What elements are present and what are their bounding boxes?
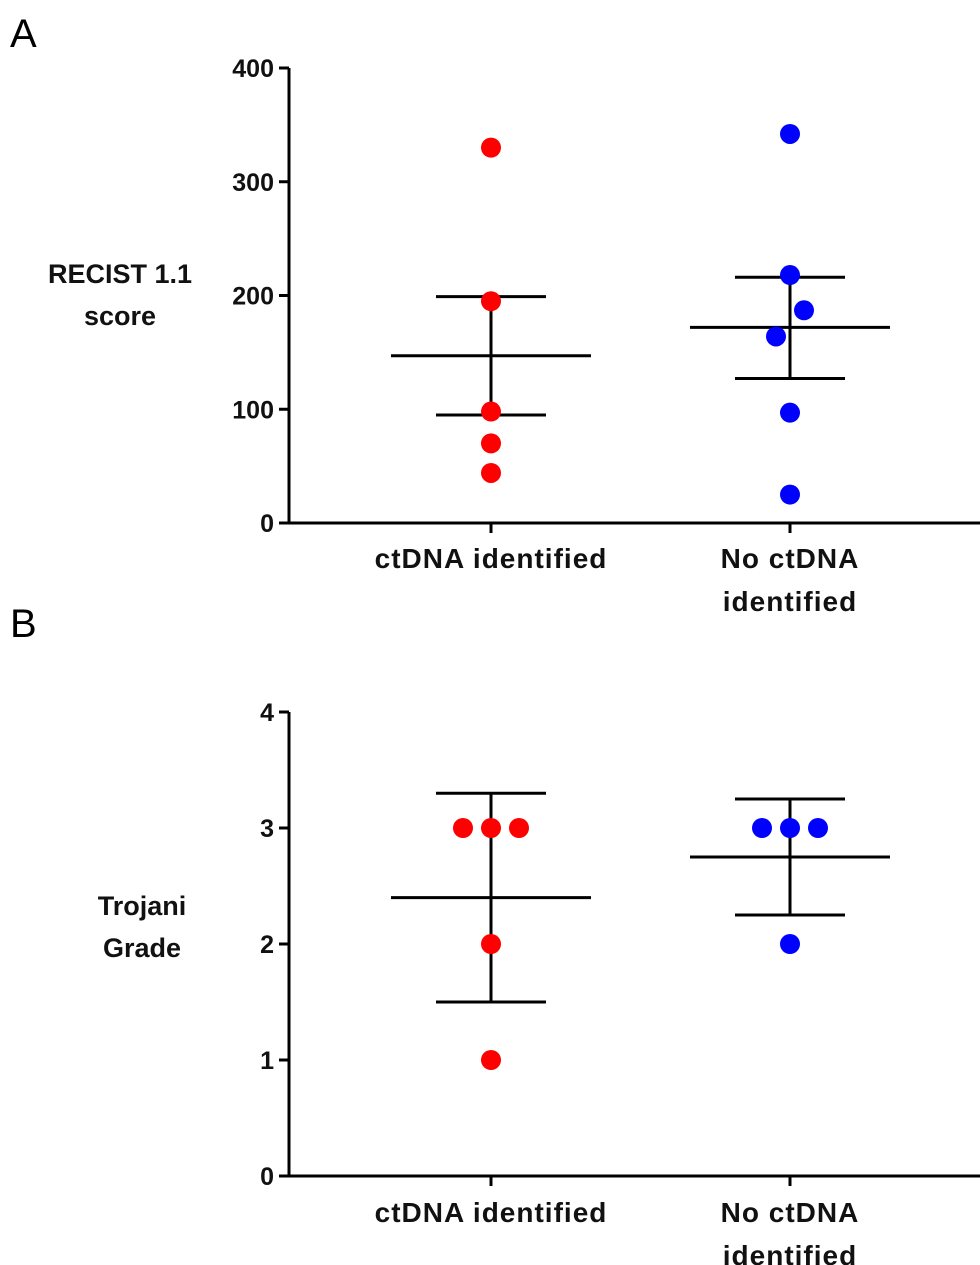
panel-b-y-axis-label-0: Trojani <box>98 891 187 921</box>
panel-a-data-point-1-1 <box>780 265 800 286</box>
panel-b-data-point-0-3 <box>481 934 501 954</box>
panel-a-data-point-0-3 <box>481 433 501 454</box>
panel-b-letter: B <box>10 602 37 646</box>
panel-b-y-tick-label-1: 1 <box>260 1047 274 1075</box>
panel-a-category-label-1-1: identified <box>723 586 857 617</box>
panel-a-data-point-0-1 <box>481 291 501 312</box>
panel-a-y-tick-label-3: 300 <box>232 169 274 197</box>
panel-b-data-point-1-1 <box>780 818 800 838</box>
panel-a-y-tick-label-4: 400 <box>232 55 274 83</box>
panel-b-y-tick-label-0: 0 <box>260 1163 274 1191</box>
panel-a-y-tick-label-0: 0 <box>260 510 274 538</box>
panel-a-data-point-1-0 <box>780 123 800 144</box>
panel-a-data-point-1-2 <box>794 300 814 321</box>
panel-b-y-tick-label-4: 4 <box>260 699 274 727</box>
panel-b-data-point-0-4 <box>481 1050 501 1070</box>
panel-b-data-point-0-1 <box>481 818 501 838</box>
panel-a-data-point-1-5 <box>780 484 800 505</box>
panel-a-data-point-1-4 <box>780 402 800 423</box>
panel-a-data-point-0-2 <box>481 401 501 422</box>
panel-a-data-point-0-0 <box>481 137 501 158</box>
panel-a-data-point-0-4 <box>481 462 501 483</box>
panel-b-y-axis-label-1: Grade <box>103 933 181 963</box>
panel-b-data-point-1-2 <box>808 818 828 838</box>
panel-a-data-point-1-3 <box>766 326 786 347</box>
panel-a-y-axis-label-0: RECIST 1.1 <box>48 259 192 289</box>
panel-b-data-point-1-0 <box>752 818 772 838</box>
panel-b-data-point-0-0 <box>453 818 473 838</box>
panel-b-data-point-0-2 <box>509 818 529 838</box>
panel-a-letter: A <box>10 12 37 56</box>
panel-b-category-label-0-0: ctDNA identified <box>375 1197 608 1228</box>
panel-a-y-tick-label-2: 200 <box>232 283 274 311</box>
panel-a-y-axis-label-1: score <box>84 301 156 331</box>
panel-a-category-label-0-0: ctDNA identified <box>375 543 608 574</box>
panel-b-category-label-1-1: identified <box>723 1240 857 1265</box>
panel-b-data-point-1-3 <box>780 934 800 954</box>
panel-b-y-tick-label-2: 2 <box>260 931 274 959</box>
panel-b-category-label-1-0: No ctDNA <box>721 1197 860 1228</box>
panel-a-category-label-1-0: No ctDNA <box>721 543 860 574</box>
panel-a-y-tick-label-1: 100 <box>232 396 274 424</box>
panel-b-y-tick-label-3: 3 <box>260 815 274 843</box>
